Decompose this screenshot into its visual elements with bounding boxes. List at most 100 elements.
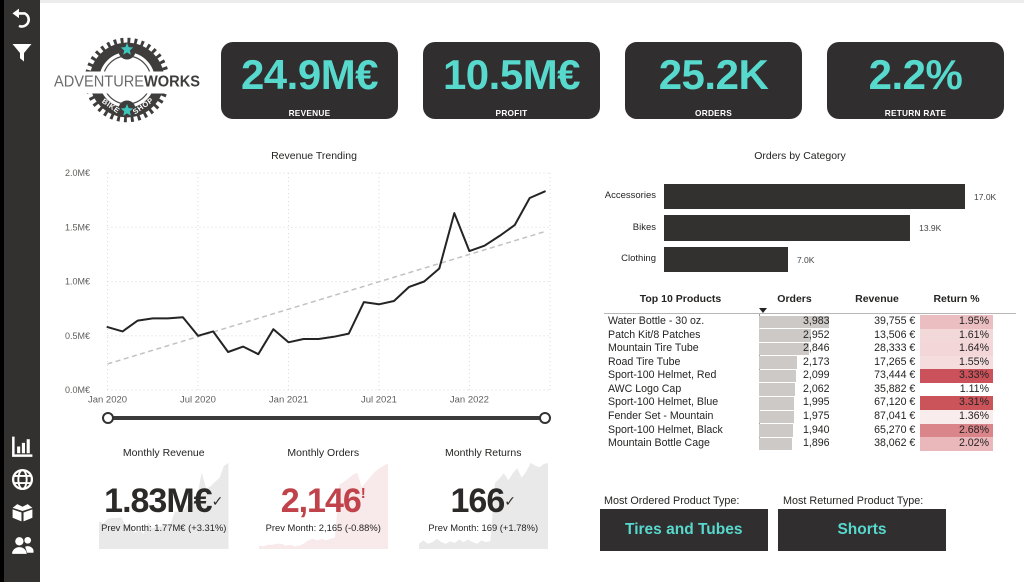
nav-products-button[interactable] [7,499,37,525]
orders-cell: 2,952 [802,328,830,341]
table-row[interactable]: Sport-100 Helmet, Black 1,940 65,270 € 2.68… [600,423,1020,438]
return-heat-cell [920,315,993,329]
table-row[interactable]: Mountain Tire Tube 2,846 28,333 € 1.64% [600,342,1020,356]
filter-button[interactable] [7,40,37,66]
return-heat-cell [920,355,993,370]
monthly-value-row: 166✓ [399,481,569,521]
category-label: Accessories [604,190,656,201]
table-row[interactable]: Patch Kit/8 Patches 2,952 13,506 € 1.61% [600,328,1020,343]
revenue-cell: 13,506 € [874,328,916,341]
product-name-cell: Sport-100 Helmet, Red [608,369,717,382]
monthly-value: 166 [450,482,506,520]
sparkline-area [418,463,548,549]
table-row[interactable]: Sport-100 Helmet, Blue 1,995 67,120 € 3.31% [600,396,1020,411]
revenue-cell: 35,882 € [874,382,916,395]
orders-databar [759,424,794,437]
trend-chart-title: Revenue Trending [271,150,357,162]
check-icon: ✓ [504,494,516,510]
alert-icon: ! [360,485,366,502]
return-heat-cell [920,410,993,424]
orders-cell: 2,062 [802,382,830,395]
logo-star-bottom-icon [120,104,134,116]
revenue-cell: 38,062 € [874,437,916,450]
return-cell: 3.33% [958,369,989,382]
monthly-card-returns: Monthly Returns 166✓ Prev Month: 169 (+1.7… [418,446,548,549]
sparkline-path [258,463,388,549]
return-cell: 2.68% [958,423,989,436]
category-value-label: 13.9K [919,223,942,233]
return-heat-cell [920,437,993,451]
box-icon [12,503,32,521]
y-tick-label: 0.5M€ [65,331,90,341]
table-header-0[interactable]: Top 10 Products [639,293,722,305]
product-name-cell: Sport-100 Helmet, Black [608,423,723,436]
category-bar[interactable] [664,183,965,209]
table-row[interactable]: Sport-100 Helmet, Red 2,099 73,444 € 3.33% [600,369,1020,383]
x-tick-label: Jul 2021 [361,395,397,406]
monthly-prev-label: Prev Month: 1.77M€ (+3.31%) [101,522,227,533]
table-row[interactable]: AWC Logo Cap 2,062 35,882 € 1.11% [600,382,1020,397]
sidebar-top-group [7,8,37,66]
nav-performance-button[interactable] [7,433,37,459]
slider-track[interactable] [107,416,545,420]
x-tick-label: Jan 2022 [450,395,489,406]
table-row[interactable]: Road Tire Tube 2,173 17,265 € 1.55% [600,355,1020,370]
orders-databar [759,383,796,396]
y-tick-label: 0.0M€ [65,385,90,395]
table-header-3[interactable]: Return % [933,293,980,305]
return-heat-cell [920,396,993,411]
nav-global-button[interactable] [7,466,37,492]
product-name-cell: AWC Logo Cap [608,382,682,395]
monthly-card-orders: Monthly Orders 2,146! Prev Month: 2,165 (-… [258,446,388,549]
orders-databar [759,437,793,451]
highlight-value: Tires and Tubes [625,521,743,538]
table-row[interactable]: Water Bottle - 30 oz. 3,983 39,755 € 1.95% [600,315,1020,329]
table-header-1[interactable]: Orders [777,293,812,305]
orders-cell: 1,940 [802,423,830,436]
product-name-cell: Fender Set - Mountain [608,410,714,423]
return-cell: 1.11% [959,382,989,395]
kpi-value: 24.9M€ [240,51,379,98]
return-heat-cell [920,423,993,438]
product-name-cell: Mountain Bottle Cage [608,437,710,450]
logo-wordmark: ADVENTUREWORKS [54,74,200,91]
revenue-cell: 67,120 € [874,396,916,409]
table-header-2[interactable]: Revenue [855,293,899,305]
category-bar[interactable] [664,246,788,272]
slider-handle-right[interactable] [538,412,551,424]
orders-cell: 1,995 [802,396,830,409]
bar-chart-icon [11,436,32,457]
nav-customers-button[interactable] [7,532,37,558]
y-tick-label: 1.5M€ [65,222,90,232]
slider-handle-left[interactable] [101,412,114,424]
top-products-table: Top 10 Products Orders Revenue Return % Wate… [600,292,1020,457]
monthly-card-revenue: Monthly Revenue 1.83M€✓ Prev Month: 1.77M€… [99,446,229,549]
kpi-card-orders: 25.2K ORDERS [625,42,802,119]
return-cell: 1.64% [958,342,989,355]
orders-cell: 2,173 [802,355,830,368]
filter-icon [12,44,32,62]
category-value-label: 7.0K [796,254,815,265]
globe-icon [11,468,33,490]
kpi-value: 25.2K [658,51,769,98]
revenue-trend-chart[interactable]: 0.0M€ 0.5M€ 1.0M€ 1.5M€ 2.0M€ Jan 2020 Jul 202… [60,145,560,410]
highlight-card: Tires and Tubes [600,509,768,551]
category-bar[interactable] [664,215,911,241]
orders-cell: 3,983 [802,315,830,327]
product-name-cell: Water Bottle - 30 oz. [608,315,705,327]
kpi-label: RETURN RATE [884,108,947,118]
return-cell: 1.55% [958,355,989,368]
table-row[interactable]: Fender Set - Mountain 1,975 87,041 € 1.36% [600,410,1020,424]
sparkline-area [258,463,388,549]
return-cell: 1.36% [958,410,989,423]
orders-databar [759,396,795,410]
highlight-card: Shorts [778,509,946,551]
table-row[interactable]: Mountain Bottle Cage 1,896 38,062 € 2.02% [600,437,1020,451]
revenue-series-line [106,190,546,356]
check-icon: ✓ [211,494,224,510]
monthly-card-title: Monthly Returns [445,447,522,459]
orders-cell: 1,975 [802,410,830,423]
category-chart-title: Orders by Category [754,150,846,162]
top-edge [0,0,1024,3]
back-button[interactable] [7,8,37,34]
